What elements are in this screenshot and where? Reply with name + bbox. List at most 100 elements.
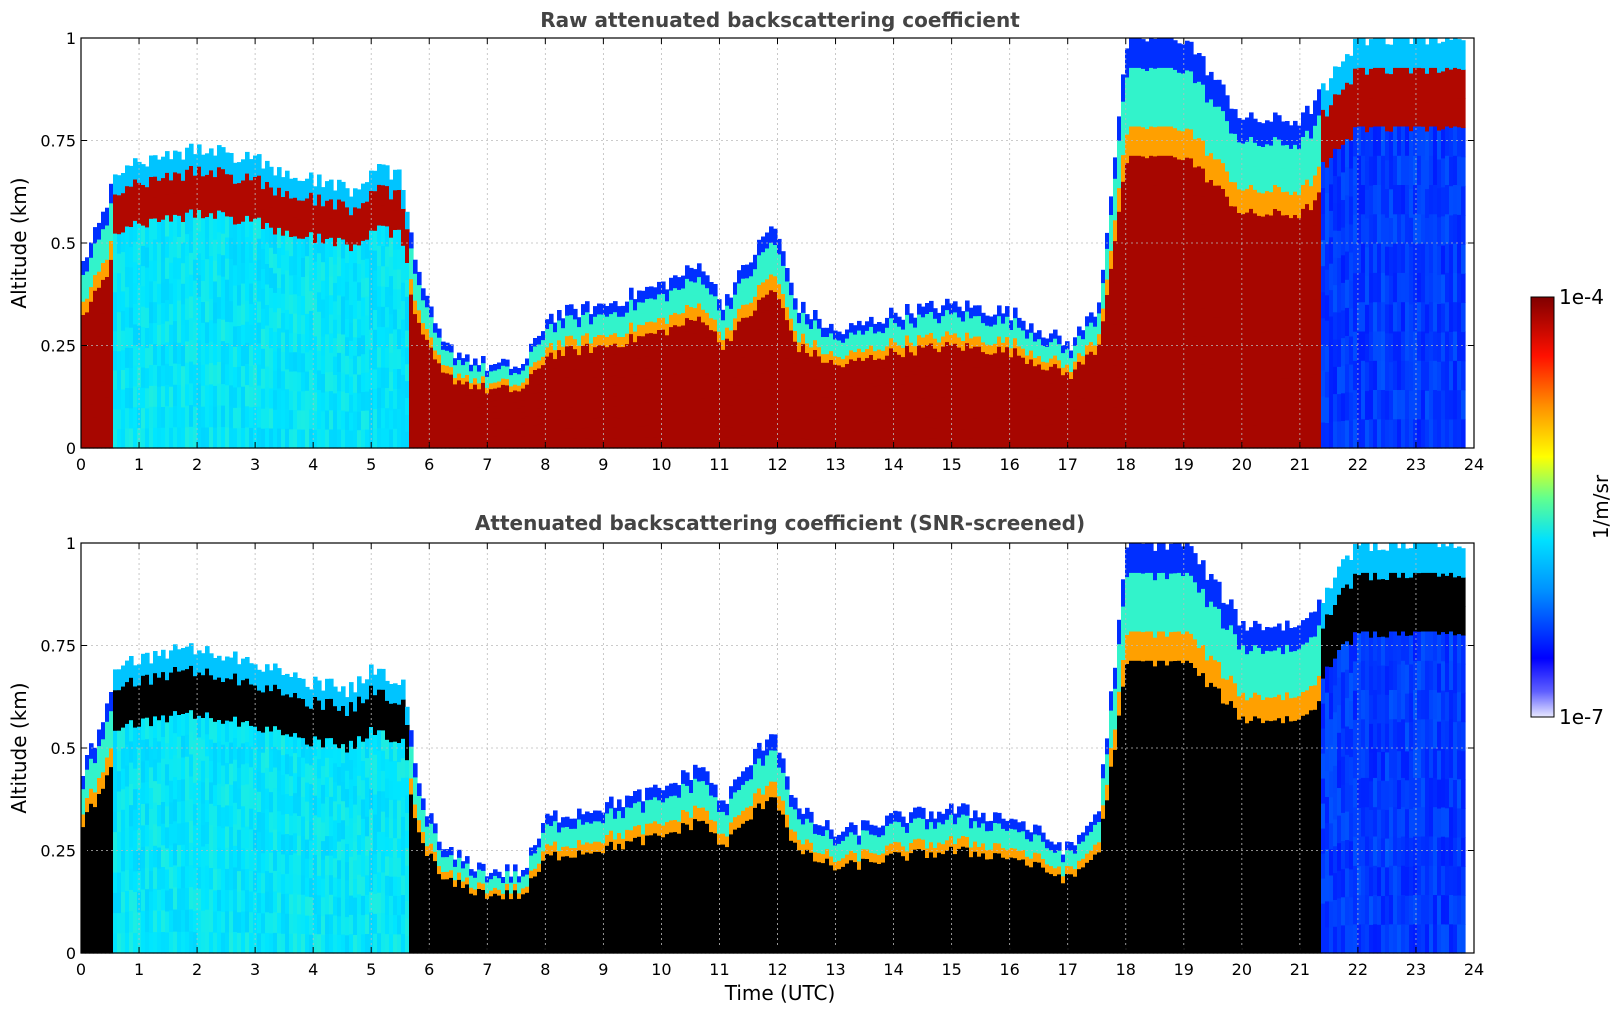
heatmap-cell [973, 386, 978, 398]
heatmap-cell [761, 312, 766, 328]
heatmap-cell [837, 389, 842, 399]
heatmap-cell [1253, 401, 1258, 426]
heatmap-cell [569, 427, 574, 439]
heatmap-cell [297, 428, 302, 449]
heatmap-cell [893, 438, 898, 449]
heatmap-cell [565, 427, 570, 439]
heatmap-cell [393, 249, 398, 270]
heatmap-cell [677, 362, 682, 376]
heatmap-cell [1253, 306, 1258, 331]
heatmap-cell [741, 369, 746, 384]
heatmap-cell [333, 264, 338, 283]
heatmap-cell [321, 280, 326, 300]
heatmap-cell [841, 399, 846, 408]
heatmap-cell [1209, 340, 1214, 369]
heatmap-cell [309, 310, 314, 331]
heatmap-cell [1101, 358, 1106, 373]
heatmap-cell [1329, 236, 1334, 264]
heatmap-cell [121, 330, 126, 351]
heatmap-cell [1341, 116, 1346, 145]
heatmap-cell [141, 245, 146, 267]
heatmap-cell [1033, 439, 1038, 449]
heatmap-cell [717, 341, 722, 353]
heatmap-cell [1409, 246, 1414, 276]
heatmap-cell [513, 418, 518, 426]
heatmap-cell [313, 354, 318, 374]
heatmap-cell [573, 388, 578, 399]
heatmap-cell [389, 352, 394, 372]
heatmap-cell [409, 232, 414, 249]
heatmap-cell [937, 351, 942, 362]
heatmap-cell [141, 427, 146, 449]
heatmap-cell [673, 361, 678, 375]
heatmap-cell [1125, 76, 1130, 106]
heatmap-cell [529, 366, 534, 375]
heatmap-cell [1125, 333, 1130, 363]
heatmap-cell [193, 196, 198, 218]
heatmap-cell [1417, 418, 1422, 449]
heatmap-cell [369, 210, 374, 231]
heatmap-cell [1125, 219, 1130, 249]
heatmap-cell [1441, 273, 1446, 304]
heatmap-cell [805, 342, 810, 353]
heatmap-cell [421, 356, 426, 369]
heatmap-cell [1053, 338, 1058, 348]
heatmap-cell [905, 376, 910, 387]
heatmap-cell [773, 307, 778, 324]
heatmap-cell [289, 274, 294, 295]
heatmap-cell [297, 218, 302, 239]
heatmap-cell [789, 282, 794, 296]
heatmap-cell [749, 302, 754, 317]
heatmap-cell [305, 274, 310, 295]
heatmap-cell [1017, 429, 1022, 440]
heatmap-cell [573, 368, 578, 379]
heatmap-cell [1117, 187, 1122, 212]
heatmap-cell [1145, 273, 1150, 304]
heatmap-cell [681, 349, 686, 363]
heatmap-cell [1441, 390, 1446, 420]
heatmap-cell [545, 319, 550, 329]
heatmap-cell [617, 326, 622, 337]
heatmap-cell [641, 290, 646, 303]
heatmap-cell [133, 241, 138, 263]
heatmap-cell [1261, 424, 1266, 449]
x-tick-label: 24 [1464, 455, 1484, 474]
heatmap-cell [1033, 382, 1038, 391]
heatmap-cell [333, 208, 338, 228]
heatmap-cell [125, 347, 130, 368]
heatmap-cell [341, 200, 346, 221]
heatmap-cell [493, 364, 498, 371]
heatmap-cell [1041, 424, 1046, 433]
heatmap-cell [145, 387, 150, 409]
heatmap-cell [765, 247, 770, 264]
heatmap-cell [1129, 67, 1134, 98]
heatmap-cell [233, 386, 238, 408]
heatmap-cell [209, 234, 214, 256]
heatmap-cell [257, 427, 262, 449]
heatmap-cell [1169, 38, 1174, 68]
heatmap-cell [1409, 44, 1414, 74]
heatmap-cell [525, 422, 530, 430]
heatmap-cell [597, 365, 602, 377]
heatmap-cell [189, 143, 194, 166]
heatmap-cell [1253, 142, 1258, 167]
heatmap-cell [1029, 358, 1034, 369]
heatmap-cell [1457, 302, 1462, 332]
heatmap-cell [389, 428, 394, 449]
heatmap-cell [605, 397, 610, 408]
heatmap-cell [293, 177, 298, 198]
heatmap-cell [549, 438, 554, 449]
heatmap-cell [197, 274, 202, 297]
heatmap-cell [269, 327, 274, 349]
heatmap-cell [753, 392, 758, 408]
heatmap-cell [869, 391, 874, 402]
heatmap-cell [1177, 159, 1182, 189]
heatmap-cell [405, 262, 410, 280]
heatmap-cell [829, 394, 834, 405]
heatmap-cell [581, 304, 586, 315]
heatmap-cell [1265, 213, 1270, 238]
heatmap-cell [353, 410, 358, 430]
heatmap-cell [1121, 287, 1126, 316]
heatmap-cell [677, 435, 682, 449]
heatmap-cell [237, 243, 242, 265]
